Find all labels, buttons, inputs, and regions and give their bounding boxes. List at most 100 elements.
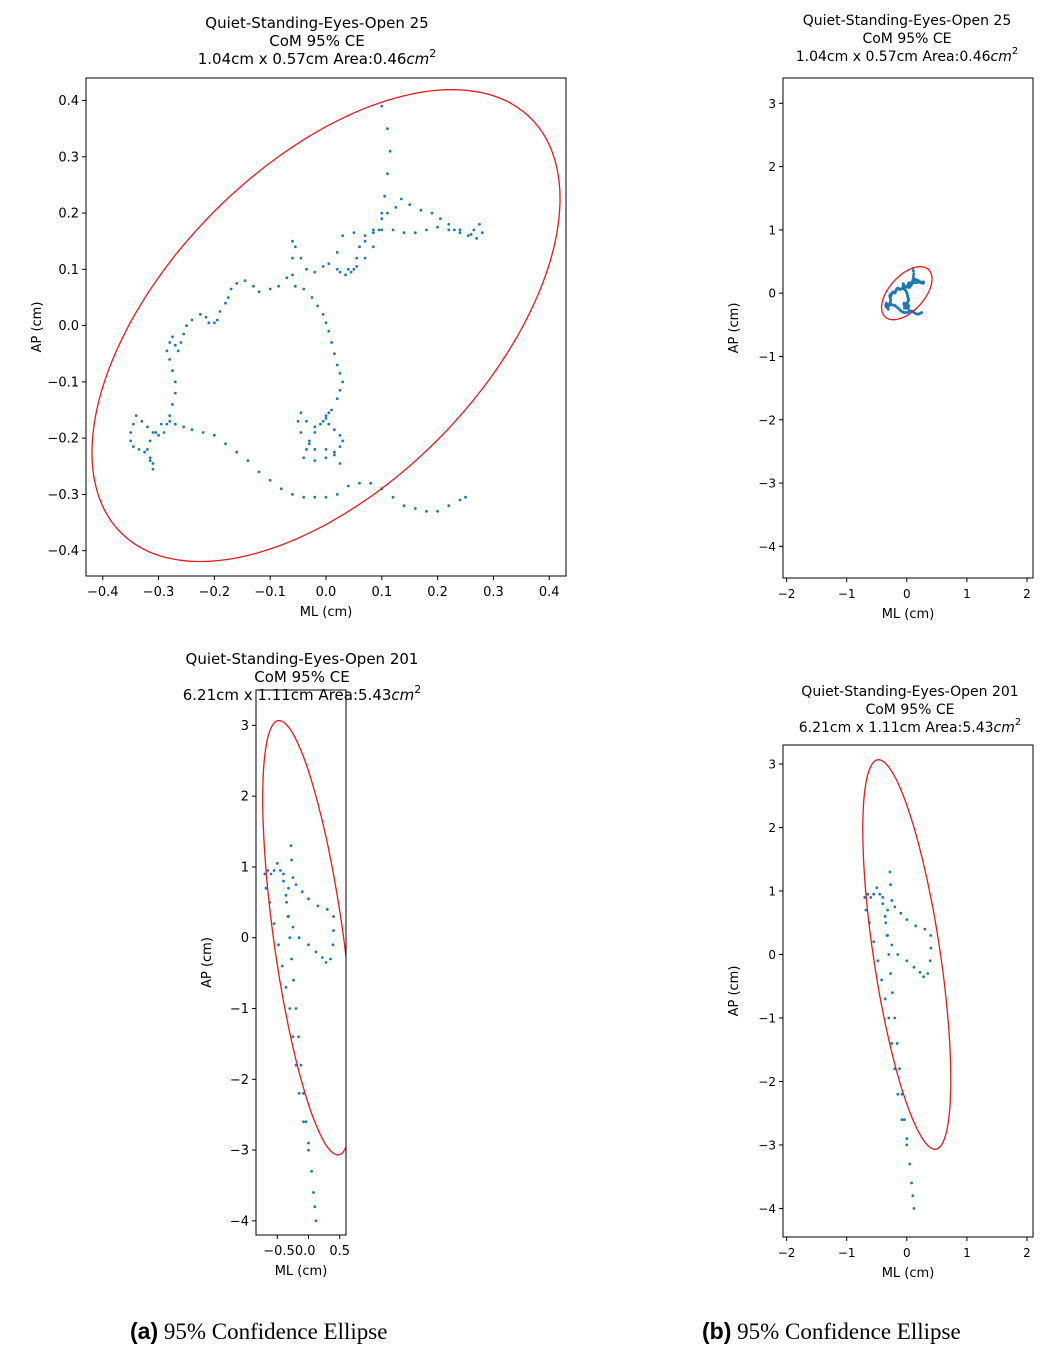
trace-point bbox=[171, 335, 174, 339]
trace-point bbox=[338, 462, 342, 465]
y-axis-label: AP (cm) bbox=[727, 966, 742, 1017]
trace-point bbox=[134, 414, 138, 417]
trace-point bbox=[327, 329, 331, 333]
chart-title-line: Quiet-Standing-Eyes-Open 201 bbox=[186, 650, 419, 668]
y-tick-label: 0 bbox=[768, 948, 776, 962]
caption-a-tag: (a) bbox=[130, 1318, 159, 1344]
trace-point bbox=[321, 265, 325, 268]
trace-point bbox=[358, 245, 361, 249]
trace-point bbox=[288, 936, 292, 940]
trace-point bbox=[905, 918, 909, 921]
trace-point bbox=[430, 211, 434, 215]
y-tick-label: 2 bbox=[768, 821, 776, 835]
trace-point bbox=[313, 431, 317, 434]
trace-point bbox=[363, 239, 367, 243]
trace-point bbox=[280, 964, 284, 968]
x-tick-label: −1 bbox=[838, 1246, 856, 1260]
trace-point bbox=[372, 231, 375, 235]
trace-point bbox=[313, 270, 317, 274]
trace-point bbox=[324, 414, 328, 417]
trace-point bbox=[285, 276, 289, 280]
trace-point bbox=[377, 228, 381, 232]
trace-point bbox=[928, 959, 932, 963]
trace-point bbox=[920, 311, 924, 314]
trace-point bbox=[173, 422, 177, 426]
trace-point bbox=[380, 104, 384, 108]
trace-point bbox=[399, 197, 403, 201]
trace-point bbox=[282, 879, 285, 883]
trace-point bbox=[313, 1205, 317, 1209]
trace-point bbox=[333, 453, 336, 457]
trace-point bbox=[307, 442, 311, 446]
y-tick-label: 0 bbox=[768, 287, 776, 301]
trace-point bbox=[159, 422, 163, 426]
trace-point bbox=[224, 301, 227, 305]
trace-point bbox=[872, 892, 876, 896]
trace-point bbox=[289, 844, 293, 848]
trace-point bbox=[335, 251, 339, 254]
trace-point bbox=[182, 425, 186, 429]
y-tick-label: −0.3 bbox=[47, 488, 79, 503]
y-tick-label: −0.1 bbox=[47, 375, 79, 390]
trace-point bbox=[168, 341, 172, 344]
trace-point bbox=[185, 324, 188, 327]
trace-point bbox=[900, 1118, 904, 1121]
trace-point bbox=[321, 419, 325, 423]
trace-point bbox=[129, 439, 133, 443]
y-tick-label: −1 bbox=[758, 1011, 776, 1025]
chart-area-line: 1.04cm x 0.57cm Area:0.46cm2 bbox=[796, 46, 1018, 65]
trace-point bbox=[316, 304, 319, 308]
trace-point bbox=[176, 349, 180, 353]
trace-point bbox=[299, 411, 303, 415]
trace-point bbox=[272, 869, 276, 872]
trace-point bbox=[472, 228, 476, 232]
trace-point bbox=[891, 991, 894, 994]
trace-point bbox=[383, 194, 386, 198]
trace-point bbox=[325, 908, 329, 911]
x-tick-label: 2 bbox=[1023, 587, 1031, 601]
trace-point bbox=[372, 245, 375, 249]
trace-points bbox=[263, 844, 335, 1223]
trace-point bbox=[413, 507, 417, 510]
trace-point bbox=[290, 858, 293, 862]
y-tick-label: −4 bbox=[758, 540, 776, 554]
y-axis-label: AP (cm) bbox=[200, 937, 215, 988]
trace-point bbox=[302, 456, 306, 460]
trace-point bbox=[287, 886, 290, 890]
trace-point bbox=[305, 448, 308, 451]
trace-point bbox=[312, 1191, 315, 1194]
trace-point bbox=[324, 417, 328, 420]
trace-point bbox=[929, 934, 933, 937]
x-tick-label: 0.3 bbox=[483, 585, 504, 600]
trace-point bbox=[279, 869, 282, 872]
trace-point bbox=[297, 1092, 301, 1095]
trace-point bbox=[887, 953, 891, 956]
x-tick-label: 0 bbox=[903, 587, 911, 601]
trace-point bbox=[863, 896, 867, 899]
caption-b: (b) 95% Confidence Ellipse bbox=[702, 1318, 961, 1345]
trace-point bbox=[307, 897, 310, 901]
trace-point bbox=[338, 388, 342, 392]
trace-point bbox=[893, 1016, 897, 1020]
x-axis-label: ML (cm) bbox=[275, 1264, 328, 1279]
trace-point bbox=[304, 1120, 308, 1124]
trace-point bbox=[889, 972, 892, 975]
y-tick-label: 3 bbox=[241, 719, 249, 734]
caption-b-text: 95% Confidence Ellipse bbox=[737, 1319, 961, 1344]
trace-point bbox=[321, 312, 325, 316]
trace-point bbox=[264, 886, 268, 890]
trace-point bbox=[148, 459, 152, 462]
trace-point bbox=[182, 332, 186, 336]
trace-point bbox=[914, 924, 918, 928]
trace-point bbox=[296, 419, 300, 423]
trace-point bbox=[355, 256, 359, 260]
trace-point bbox=[912, 1207, 916, 1210]
trace-point bbox=[906, 307, 910, 311]
trace-point bbox=[447, 228, 451, 232]
trace-point bbox=[319, 422, 322, 426]
trace-point bbox=[207, 321, 211, 325]
trace-point bbox=[179, 341, 183, 344]
trace-point bbox=[275, 862, 279, 865]
